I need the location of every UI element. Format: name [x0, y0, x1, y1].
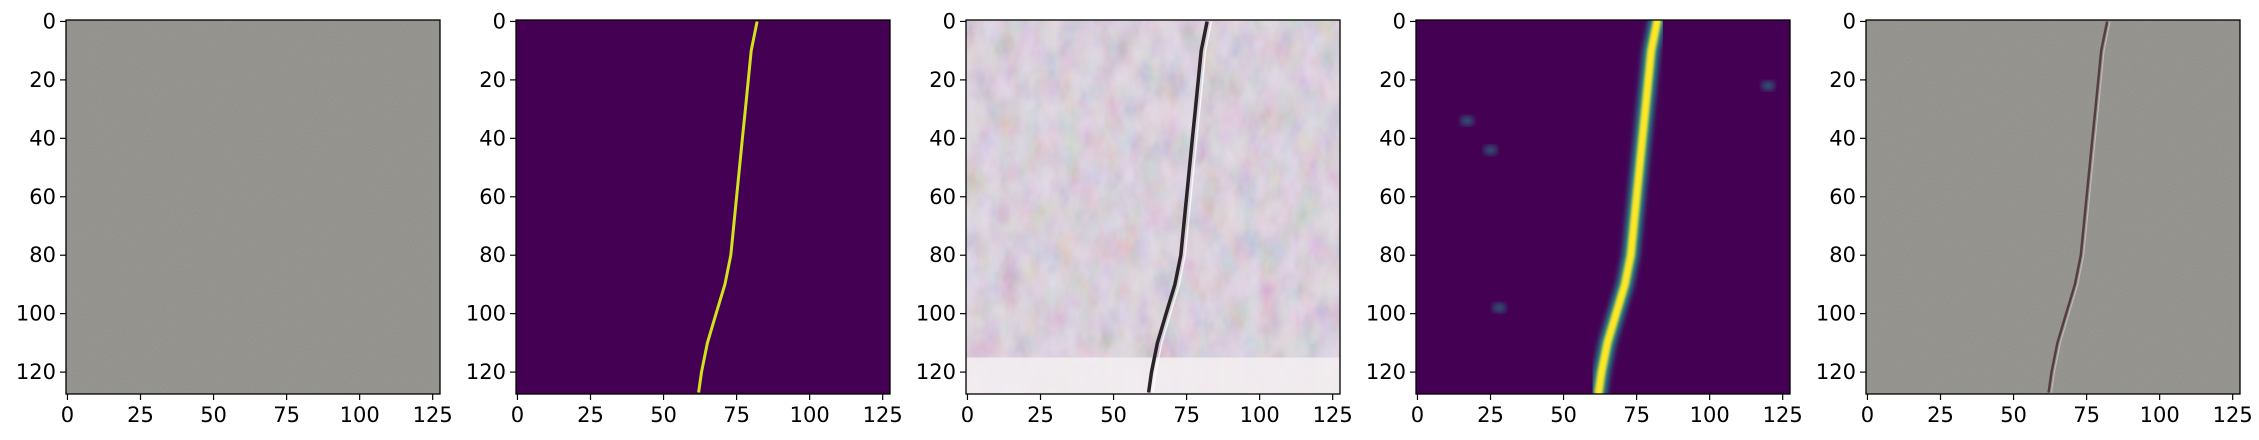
x-tick-label: 75 — [2073, 403, 2100, 427]
predicted-probability-frame — [1415, 19, 1791, 395]
y-tick-label: 20 — [929, 68, 956, 92]
x-tick-label: 100 — [1240, 403, 1280, 427]
y-tick-label: 40 — [929, 126, 956, 150]
y-tick-label: 0 — [1393, 9, 1406, 33]
y-tick-label: 20 — [479, 68, 506, 92]
y-tick-label: 80 — [1829, 243, 1856, 267]
y-tick-label: 0 — [943, 9, 956, 33]
y-tick-label: 60 — [479, 185, 506, 209]
x-tick-label: 50 — [1100, 403, 1127, 427]
x-tick-label: 50 — [200, 403, 227, 427]
x-tick-label: 50 — [1550, 403, 1577, 427]
mask-crack-line — [697, 21, 759, 393]
x-tick-label: 0 — [61, 403, 74, 427]
y-tick-label: 40 — [1379, 126, 1406, 150]
y-tick-label: 0 — [43, 9, 56, 33]
x-tick-label: 125 — [2213, 403, 2253, 427]
ground-truth-mask-image — [516, 20, 890, 394]
x-tick-label: 25 — [1027, 403, 1054, 427]
overlay-crack-line — [2047, 21, 2109, 393]
x-tick-label: 100 — [1690, 403, 1730, 427]
predicted-probability-image — [1416, 20, 1790, 394]
x-tick-label: 0 — [961, 403, 974, 427]
panel-ground-truth-mask: 0 25 50 75 100 125 0 20 40 60 80 100 120 — [466, 9, 903, 427]
panel-input-image: 0 25 50 75 100 125 0 20 40 60 80 100 120 — [16, 9, 453, 427]
y-tick-label: 60 — [1379, 185, 1406, 209]
y-tick-label: 100 — [16, 302, 56, 326]
y-tick-label: 120 — [16, 360, 56, 384]
y-tick-label: 100 — [466, 302, 506, 326]
ground-truth-mask-frame — [515, 19, 891, 395]
y-tick-label: 0 — [1843, 9, 1856, 33]
panel-predicted-probability: 0 25 50 75 100 125 0 20 40 60 80 100 120 — [1366, 9, 1803, 427]
y-tick-label: 80 — [929, 243, 956, 267]
y-tick-label: 80 — [1379, 243, 1406, 267]
x-tick-label: 0 — [1411, 403, 1424, 427]
x-tick-label: 25 — [577, 403, 604, 427]
y-tick-label: 80 — [479, 243, 506, 267]
x-tick-label: 50 — [2000, 403, 2027, 427]
x-tick-label: 125 — [1763, 403, 1803, 427]
x-tick-label: 75 — [1173, 403, 1200, 427]
x-tick-label: 25 — [1927, 403, 1954, 427]
y-tick-label: 120 — [1816, 360, 1856, 384]
y-tick-label: 40 — [1829, 126, 1856, 150]
y-tick-label: 120 — [916, 360, 956, 384]
generated-image-frame — [965, 19, 1341, 395]
heatmap-crack-line — [1594, 20, 1662, 394]
y-tick-label: 100 — [1366, 302, 1406, 326]
x-tick-label: 25 — [1477, 403, 1504, 427]
y-tick-label: 20 — [29, 68, 56, 92]
y-tick-label: 60 — [1829, 185, 1856, 209]
x-tick-label: 100 — [2140, 403, 2180, 427]
x-tick-label: 75 — [1623, 403, 1650, 427]
y-tick-label: 100 — [1816, 302, 1856, 326]
y-tick-label: 40 — [479, 126, 506, 150]
x-tick-label: 100 — [790, 403, 830, 427]
input-image-frame — [65, 19, 441, 395]
panel-generated-image: 0 25 50 75 100 125 0 20 40 60 80 100 120 — [916, 9, 1353, 427]
overlay-image-frame — [1865, 19, 2241, 395]
generated-image-image — [966, 20, 1340, 394]
x-tick-label: 125 — [1313, 403, 1353, 427]
x-tick-label: 75 — [273, 403, 300, 427]
x-tick-label: 0 — [1861, 403, 1874, 427]
y-tick-label: 40 — [29, 126, 56, 150]
y-tick-label: 100 — [916, 302, 956, 326]
panel-overlay-image: 0 25 50 75 100 125 0 20 40 60 80 100 120 — [1816, 9, 2253, 427]
y-tick-label: 20 — [1379, 68, 1406, 92]
y-tick-label: 0 — [493, 9, 506, 33]
x-tick-label: 125 — [413, 403, 453, 427]
x-tick-label: 25 — [127, 403, 154, 427]
x-tick-label: 75 — [723, 403, 750, 427]
y-tick-label: 60 — [929, 185, 956, 209]
x-tick-label: 50 — [650, 403, 677, 427]
y-tick-label: 120 — [1366, 360, 1406, 384]
overlay-image-image — [1866, 20, 2240, 394]
generated-crack-line — [1146, 21, 1209, 393]
x-tick-label: 100 — [340, 403, 380, 427]
x-tick-label: 0 — [511, 403, 524, 427]
y-tick-label: 20 — [1829, 68, 1856, 92]
y-tick-label: 120 — [466, 360, 506, 384]
input-image-image — [66, 20, 440, 394]
y-tick-label: 80 — [29, 243, 56, 267]
x-tick-label: 125 — [863, 403, 903, 427]
y-tick-label: 60 — [29, 185, 56, 209]
